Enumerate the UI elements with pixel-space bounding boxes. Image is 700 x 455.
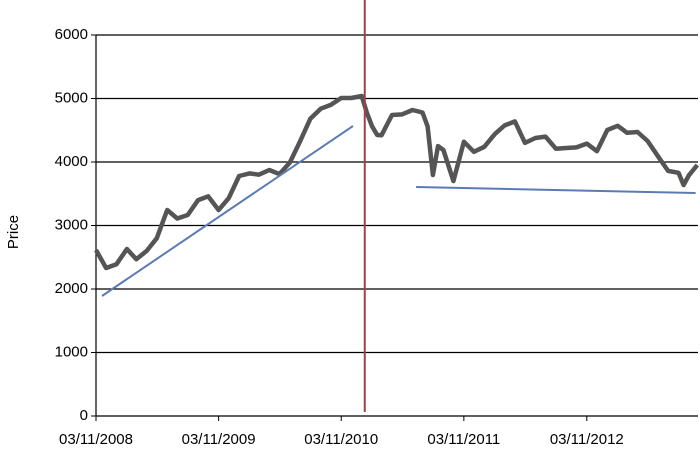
y-tick-label: 3000 [55, 216, 88, 233]
y-tick-label: 2000 [55, 280, 88, 297]
y-tick-label: 4000 [55, 153, 88, 170]
x-tick-label: 03/11/2011 [427, 431, 500, 448]
x-tick-label: 03/11/2012 [550, 431, 624, 448]
x-tick-label: 03/11/2009 [182, 431, 256, 448]
trend-line [101, 125, 354, 297]
x-tick-label: 03/11/2010 [304, 431, 378, 448]
y-tick-label: 5000 [55, 89, 88, 106]
x-tick-label: 03/11/2008 [59, 431, 133, 448]
y-tick-label: 0 [80, 407, 88, 424]
y-axis-label: Price [5, 215, 22, 249]
trend-line [416, 186, 696, 194]
y-tick-label: 6000 [55, 26, 88, 43]
price-line [94, 93, 700, 271]
y-tick-label: 1000 [55, 343, 88, 360]
